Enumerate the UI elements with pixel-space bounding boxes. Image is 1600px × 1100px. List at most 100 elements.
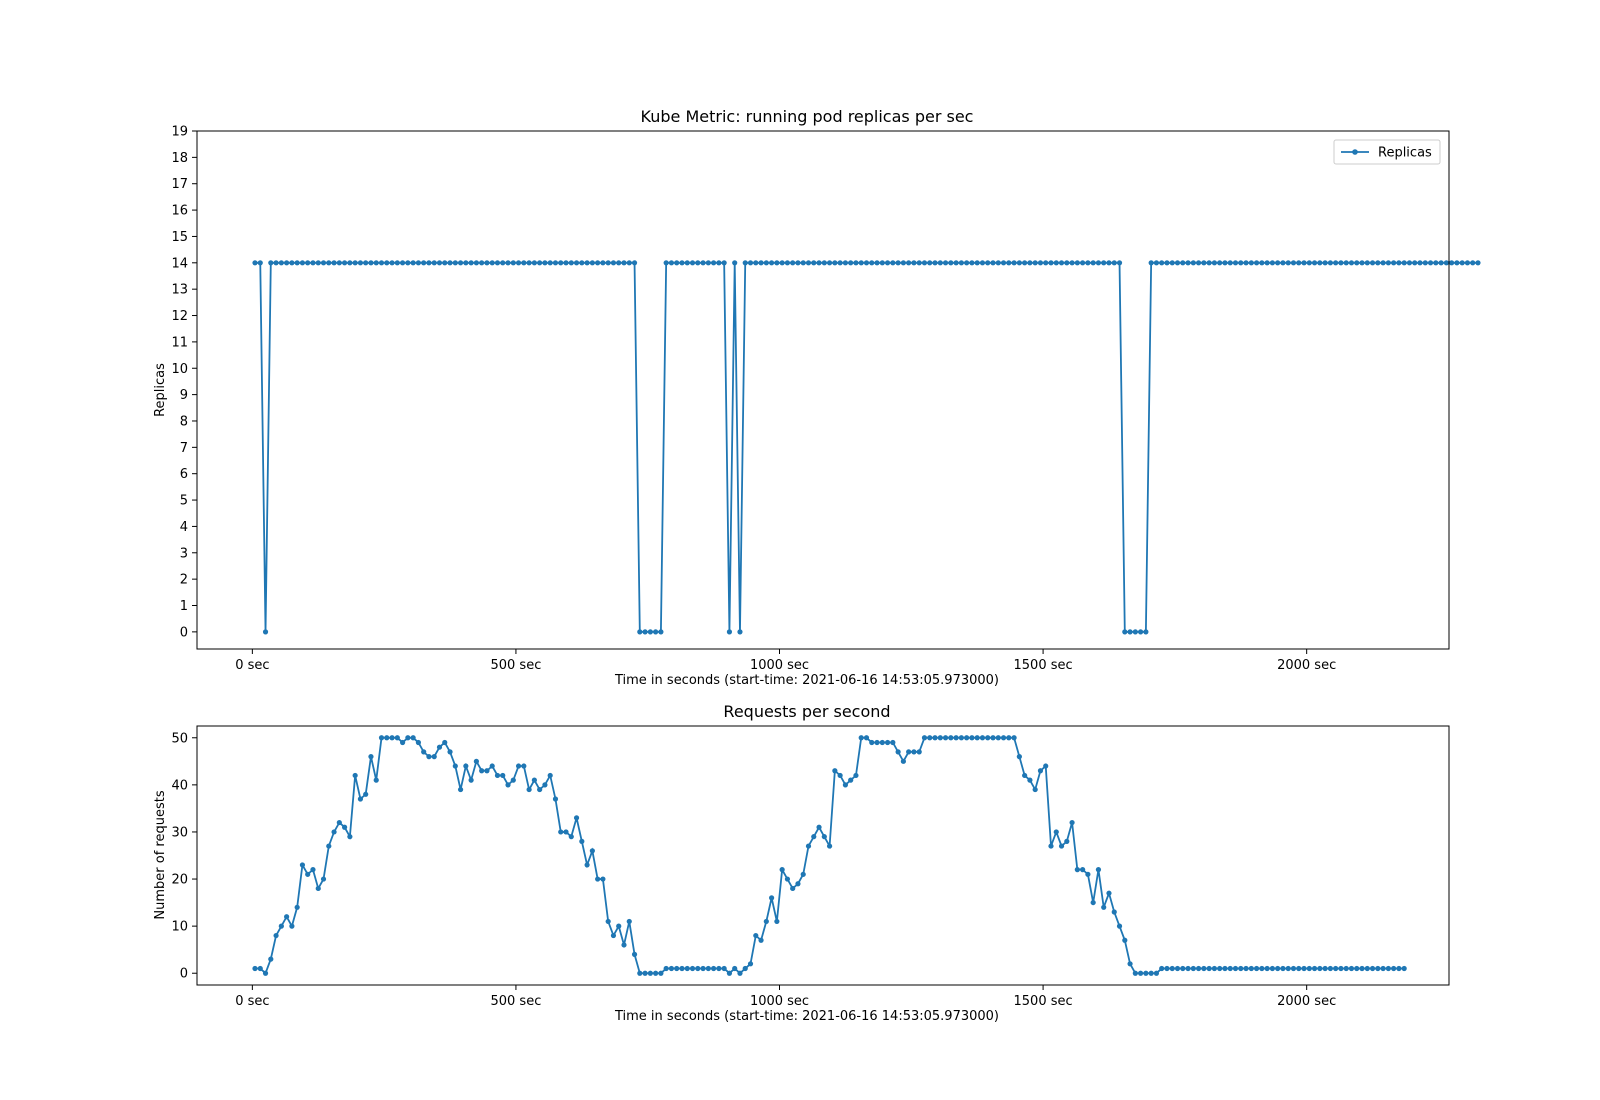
requests-data-point	[1111, 909, 1117, 915]
replicas-y-axis-label: Replicas	[153, 363, 168, 417]
requests-data-point	[1306, 965, 1312, 972]
requests-data-point	[378, 735, 385, 741]
replicas-data-point	[763, 260, 769, 266]
replicas-data-point	[442, 260, 448, 266]
requests-data-point	[600, 876, 606, 882]
replicas-data-point	[1000, 260, 1007, 266]
replicas-data-point	[821, 260, 827, 266]
replicas-data-point	[447, 260, 453, 266]
replicas-legend: Replicas	[1333, 139, 1441, 165]
replicas-data-point	[674, 260, 680, 266]
replicas-data-point	[1369, 260, 1376, 266]
replicas-data-point	[515, 260, 522, 266]
requests-data-point	[479, 768, 485, 774]
requests-data-point	[858, 735, 864, 741]
replicas-data-point	[1201, 260, 1207, 266]
replicas-plot-frame	[196, 130, 1450, 650]
requests-data-point	[942, 735, 949, 741]
replicas-data-point	[1449, 260, 1455, 266]
legend-label-replicas: Replicas	[1378, 146, 1432, 161]
replicas-data-point	[310, 260, 316, 266]
replicas-data-point	[969, 260, 975, 266]
requests-data-point	[842, 782, 849, 788]
replicas-data-point	[900, 260, 906, 266]
replicas-y-tick-label: 9	[180, 388, 188, 403]
replicas-y-tick-label: 8	[180, 414, 188, 429]
replicas-data-point	[937, 260, 943, 266]
replicas-data-point	[832, 260, 838, 266]
requests-data-point	[758, 937, 764, 943]
requests-data-point	[811, 834, 817, 840]
replicas-data-point	[426, 260, 432, 266]
requests-data-point	[589, 848, 595, 854]
requests-data-point	[1227, 965, 1233, 972]
replicas-data-point	[510, 260, 516, 266]
requests-data-point	[689, 965, 696, 972]
replicas-data-point	[716, 260, 722, 266]
requests-data-point	[1011, 735, 1017, 741]
replicas-data-point	[663, 260, 669, 266]
replicas-data-point	[1211, 260, 1218, 266]
replicas-data-point	[1438, 260, 1444, 266]
replicas-data-point	[1127, 629, 1133, 635]
requests-data-point	[1116, 923, 1123, 929]
requests-data-point	[484, 768, 490, 774]
requests-data-point	[336, 819, 342, 826]
requests-data-point	[964, 735, 970, 741]
requests-data-point	[1000, 735, 1007, 741]
replicas-data-point	[1422, 260, 1428, 266]
replicas-data-point	[805, 260, 812, 266]
requests-data-point	[953, 735, 959, 741]
replicas-data-point	[1006, 260, 1012, 266]
replicas-data-point	[1164, 260, 1170, 266]
requests-data-point	[410, 735, 416, 741]
requests-data-point	[1243, 965, 1249, 972]
replicas-data-point	[979, 260, 986, 266]
requests-data-point	[927, 735, 933, 741]
replicas-data-point	[463, 260, 469, 266]
requests-data-point	[584, 862, 590, 868]
requests-data-point	[347, 834, 353, 840]
requests-data-point	[268, 956, 274, 962]
requests-data-point	[658, 970, 664, 976]
replicas-x-tick-label: 1000 sec	[750, 658, 809, 673]
requests-data-point	[832, 768, 838, 774]
requests-data-point	[1053, 829, 1059, 835]
replicas-y-tick-label: 16	[171, 204, 188, 219]
replicas-chart: Kube Metric: running pod replicas per se…	[153, 107, 1481, 688]
replicas-data-point	[1064, 260, 1070, 266]
requests-data-point	[1169, 965, 1175, 972]
replicas-data-point	[1190, 260, 1196, 266]
replicas-data-point	[421, 260, 427, 266]
replicas-data-point	[726, 629, 733, 635]
replicas-y-tick-label: 2	[180, 573, 188, 588]
requests-data-point	[1174, 965, 1181, 972]
replicas-data-point	[1090, 260, 1096, 266]
requests-data-point	[363, 791, 369, 797]
replicas-data-point	[863, 260, 870, 266]
replicas-data-point	[331, 260, 337, 266]
requests-data-point	[700, 965, 706, 972]
requests-data-point	[631, 951, 638, 957]
replicas-data-point	[795, 260, 801, 266]
replicas-data-point	[294, 260, 300, 266]
requests-data-point	[431, 754, 437, 760]
replicas-data-point	[1196, 260, 1202, 266]
replicas-data-point	[1238, 260, 1244, 266]
replicas-data-point	[1259, 260, 1265, 266]
replicas-data-point	[737, 629, 743, 635]
requests-data-point	[1122, 937, 1128, 943]
replicas-y-tick-label: 19	[171, 125, 188, 140]
requests-data-point	[1280, 965, 1286, 972]
requests-data-point	[384, 735, 390, 741]
replicas-data-point	[1348, 260, 1355, 266]
replicas-y-tick-label: 3	[180, 546, 188, 561]
replicas-data-point	[1333, 260, 1339, 266]
requests-data-point	[695, 965, 701, 972]
replicas-data-point	[1069, 260, 1075, 266]
requests-data-point	[452, 763, 458, 769]
replicas-data-point	[1053, 260, 1059, 266]
requests-data-point	[1275, 965, 1281, 972]
requests-data-point	[1127, 961, 1133, 967]
replicas-data-point	[774, 260, 780, 266]
